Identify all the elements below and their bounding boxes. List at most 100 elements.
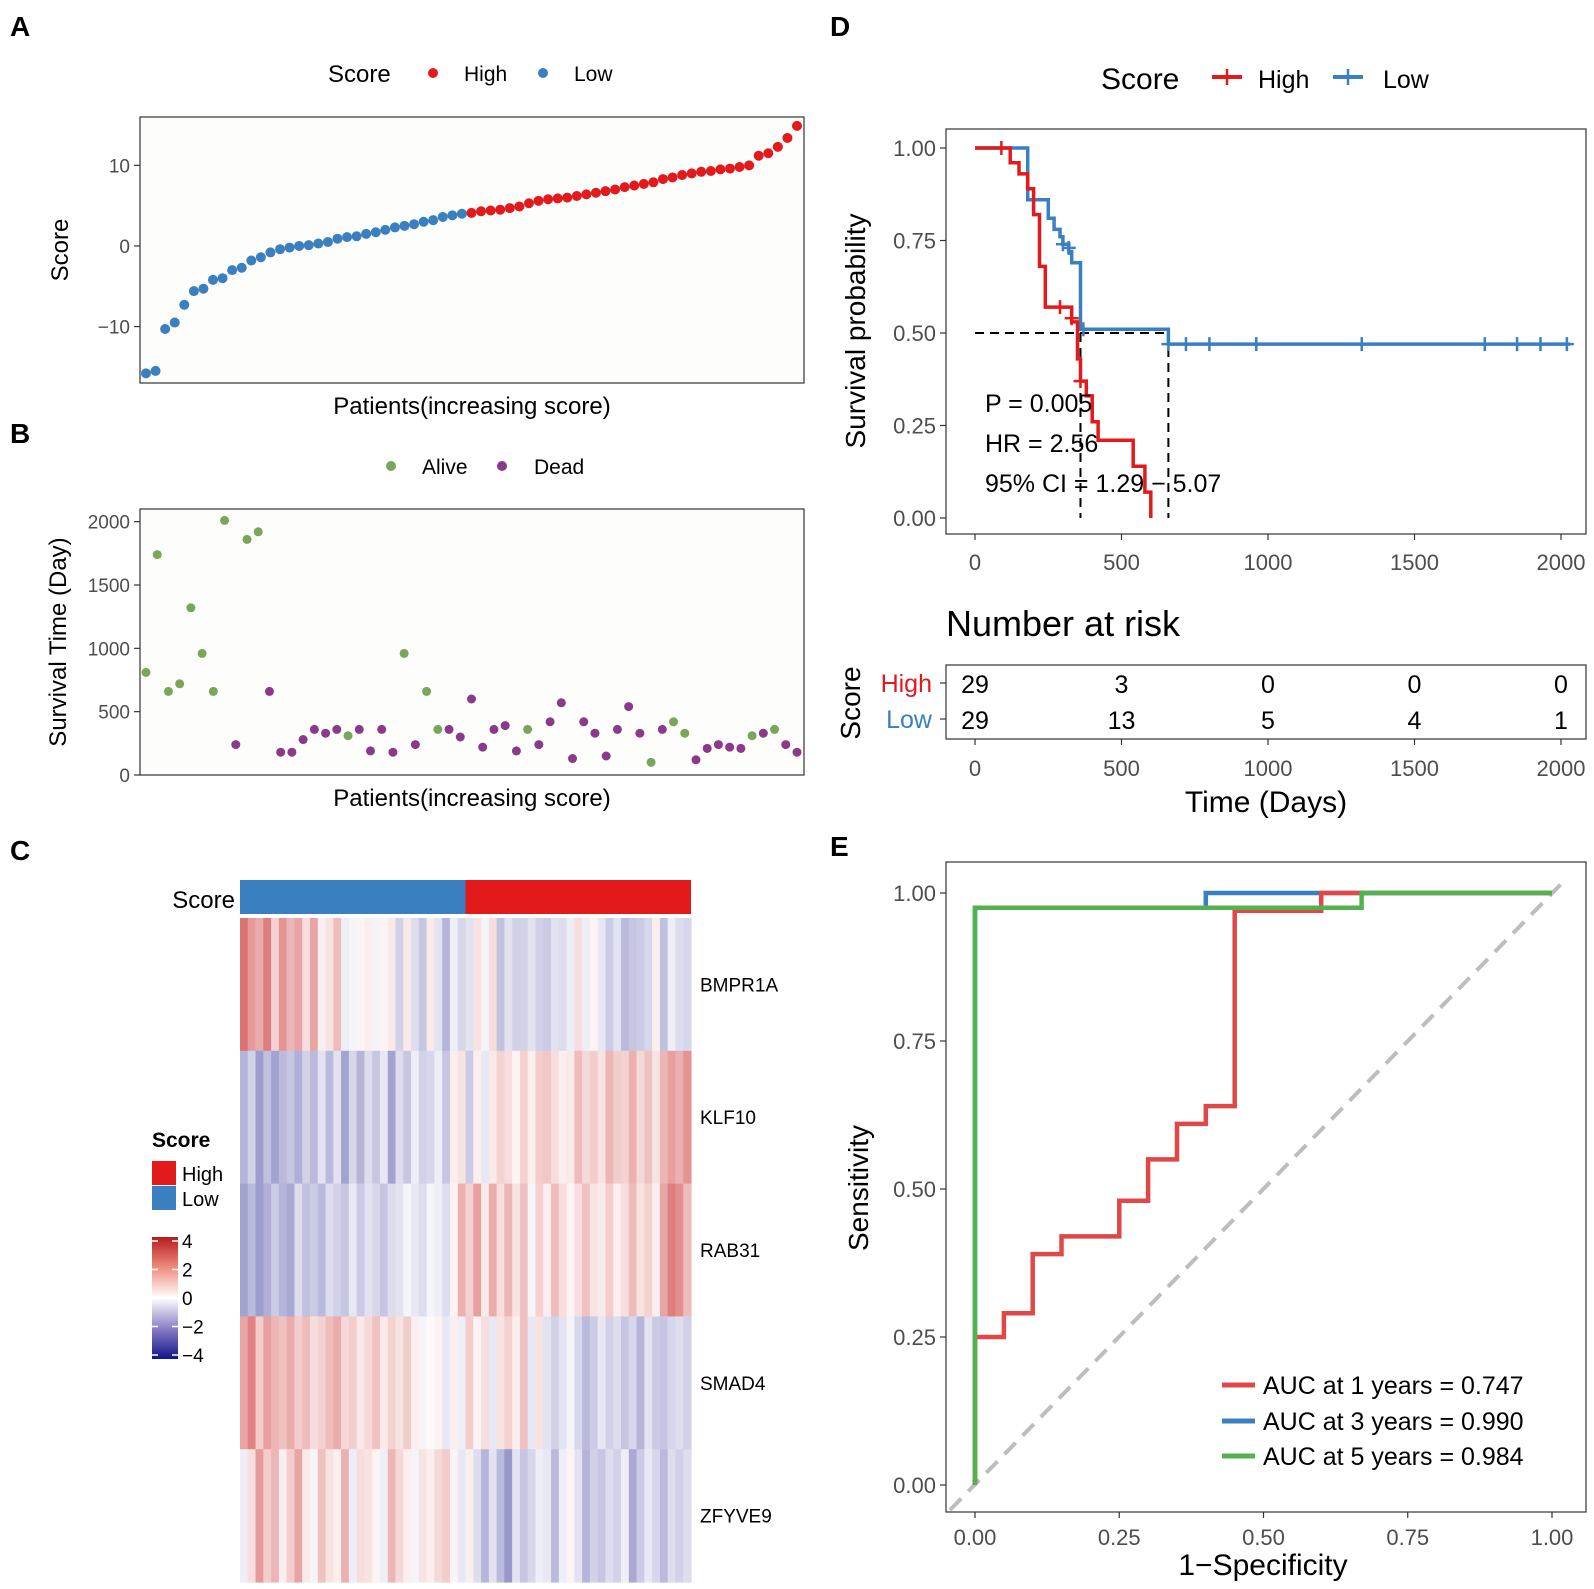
c-heat-cell	[675, 918, 684, 1052]
a-point-low	[294, 240, 305, 251]
d-risk-x-tick-label: 1000	[1244, 756, 1293, 781]
c-heat-cell	[636, 1449, 645, 1583]
panel-label-b: B	[10, 418, 30, 449]
e-y-tick-label: 0.75	[893, 1029, 936, 1054]
c-heat-cell	[434, 1050, 443, 1185]
b-point-dead	[276, 747, 286, 757]
e-x-tick-label: 0.00	[954, 1525, 997, 1550]
c-heat-cell	[434, 1183, 443, 1317]
c-heat-cell	[535, 1183, 544, 1317]
c-heat-cell	[271, 1183, 280, 1317]
d-risk-table-title: Number at risk	[946, 603, 1181, 644]
a-point-low	[399, 220, 410, 231]
c-heat-cell	[263, 1050, 272, 1185]
c-heat-cell	[621, 1050, 630, 1185]
e-y-tick-label: 0.00	[893, 1473, 936, 1498]
a-point-low	[208, 274, 219, 285]
c-heat-cell	[504, 1183, 513, 1317]
a-point-high	[619, 182, 630, 193]
c-heat-cell	[379, 1183, 389, 1317]
c-heat-cell	[247, 1183, 257, 1317]
c-heat-cell	[247, 1449, 257, 1583]
b-point-dead	[568, 754, 578, 764]
a-point-high	[590, 187, 601, 198]
c-heat-cell	[574, 918, 583, 1052]
d-risk-value: 13	[1108, 707, 1136, 735]
a-point-high	[638, 178, 649, 189]
c-heat-cell	[659, 1449, 669, 1583]
c-heat-cell	[512, 1449, 521, 1583]
c-heat-cell	[263, 1183, 272, 1317]
a-point-high	[792, 120, 802, 131]
c-heat-cell	[317, 1050, 327, 1185]
b-point-dead	[579, 717, 589, 727]
a-point-high	[523, 198, 534, 209]
a-point-low	[389, 222, 400, 233]
c-heat-cell	[628, 1449, 638, 1583]
c-heat-cell	[240, 1316, 249, 1450]
d-survival-curves	[975, 141, 1574, 518]
d-x-tick-label: 2000	[1537, 550, 1586, 575]
c-heat-cell	[294, 1050, 303, 1185]
c-heat-cell	[278, 1183, 288, 1317]
c-heat-cell	[442, 918, 451, 1052]
c-heat-cell	[341, 1449, 350, 1583]
c-heat-cell	[356, 1183, 366, 1317]
a-point-high	[782, 132, 793, 143]
c-heat-cell	[387, 1449, 397, 1583]
c-heat-cell	[566, 1449, 575, 1583]
c-heat-cell	[621, 1183, 630, 1317]
c-heat-cell	[512, 1183, 521, 1317]
c-heat-cell	[481, 918, 490, 1052]
c-heat-cell	[255, 918, 264, 1052]
c-heat-cell	[263, 1449, 272, 1583]
c-heat-cell	[465, 1449, 474, 1583]
a-point-high	[485, 205, 496, 216]
c-heat-cell	[449, 1449, 459, 1583]
a-point-low	[284, 242, 295, 253]
c-heat-cell	[348, 1050, 358, 1185]
c-heat-cell	[527, 1316, 537, 1450]
c-annotation-low	[240, 880, 466, 914]
c-legend-high-label: High	[182, 1164, 223, 1186]
c-heat-cell	[628, 918, 638, 1052]
a-point-low	[160, 323, 171, 334]
c-heat-cell	[527, 1449, 537, 1583]
c-heat-cell	[457, 918, 467, 1052]
a-point-low	[332, 233, 343, 244]
c-heat-cell	[333, 1449, 342, 1583]
c-heat-cell	[683, 1449, 692, 1583]
a-point-high	[724, 163, 735, 174]
c-heat-cell	[628, 1183, 638, 1317]
b-y-axis: 2000 1500 1000 500 0	[88, 513, 140, 787]
c-heat-cell	[551, 1183, 560, 1317]
c-heatmap-cells	[240, 918, 692, 1583]
b-point-dead	[287, 747, 297, 757]
a-point-low	[227, 265, 238, 276]
panel-label-a: A	[10, 11, 30, 42]
c-heat-cell	[628, 1050, 638, 1185]
c-heat-cell	[667, 1316, 677, 1450]
c-heat-cell	[535, 1050, 544, 1185]
c-heat-cell	[543, 1449, 552, 1583]
c-heat-cell	[302, 1183, 311, 1317]
a-point-high	[581, 189, 592, 200]
c-heat-cell	[589, 1316, 599, 1450]
a-point-low	[188, 286, 199, 297]
c-heat-cell	[395, 1316, 404, 1450]
b-point-alive	[646, 757, 656, 767]
c-heat-cell	[341, 918, 350, 1052]
a-plot-area	[139, 116, 805, 384]
c-heat-cell	[255, 1050, 264, 1185]
d-risk-value: 1	[1554, 707, 1568, 735]
c-heat-cell	[558, 1183, 568, 1317]
a-point-low	[456, 208, 467, 219]
b-point-dead	[354, 724, 364, 734]
c-heat-cell	[426, 918, 435, 1052]
e-legend-label: AUC at 3 years = 0.990	[1263, 1408, 1524, 1436]
a-legend-low-swatch	[538, 68, 548, 78]
c-scale-tick-label: −2	[182, 1318, 204, 1339]
a-point-high	[533, 195, 544, 206]
b-point-dead	[444, 724, 454, 734]
c-color-scale-ticks: 4 2 0 −2 −4	[152, 1232, 204, 1367]
